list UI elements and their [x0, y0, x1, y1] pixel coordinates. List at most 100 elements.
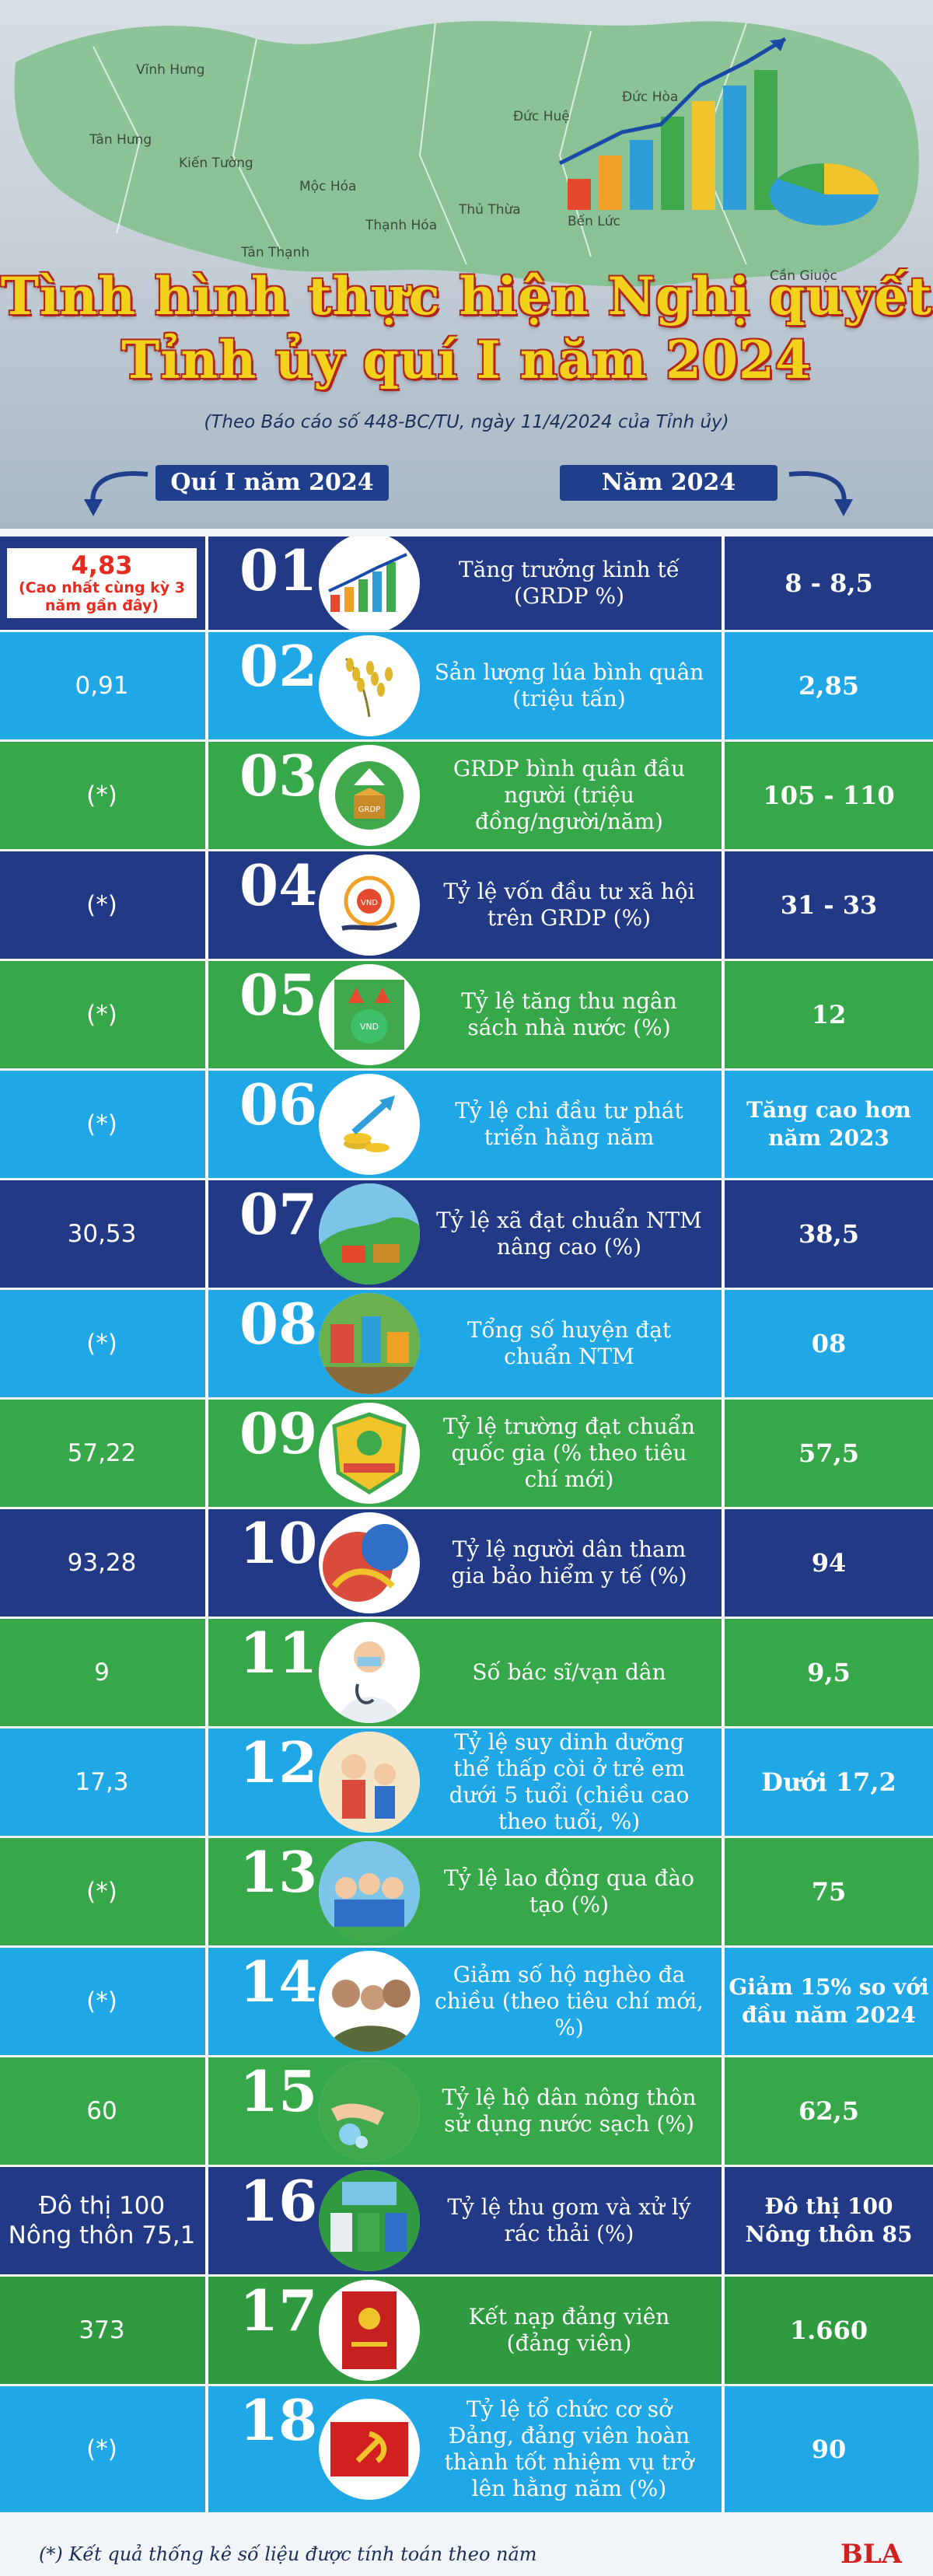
- indicator-cell: 05 VND Tỷ lệ tăng thu ngân sách nhà nước (…: [208, 961, 720, 1068]
- indicator-number: 10: [239, 1510, 318, 1576]
- indicator-number: 14: [239, 1949, 318, 2015]
- q1-value: (*): [0, 1071, 204, 1178]
- column-divider: [722, 2386, 725, 2512]
- indicator-row: 17,3 12 Tỷ lệ suy dinh dưỡng thể thấp còi …: [0, 1728, 933, 1836]
- indicator-label-text: Tỷ lệ tăng thu ngân sách nhà nước (%): [461, 988, 677, 1040]
- health-insurance-icon: [319, 1512, 420, 1613]
- target-2024-value: Dưới 17,2: [725, 1728, 933, 1836]
- indicator-label: Tỷ lệ vốn đầu tư xã hội trên GRDP (%): [434, 851, 704, 959]
- party-flag-icon: [319, 2399, 420, 2500]
- target-value-text: 38,5: [798, 1219, 859, 1249]
- svg-text:VND: VND: [361, 899, 378, 907]
- footnote: (*) Kết quả thống kê số liệu được tính t…: [39, 2543, 537, 2565]
- q1-value-text: (*): [86, 2435, 117, 2463]
- indicator-number: 16: [239, 2168, 318, 2234]
- indicator-label: Tỷ lệ hộ dân nông thôn sử dụng nước sạch…: [434, 2057, 704, 2165]
- school-badge-icon: [319, 1403, 420, 1504]
- indicator-label: Giảm số hộ nghèo đa chiều (theo tiêu chí…: [434, 1948, 704, 2055]
- indicator-label: Số bác sĩ/vạn dân: [434, 1619, 704, 1726]
- bar-chart-decoration: [558, 37, 879, 225]
- map-label: Mộc Hóa: [299, 179, 356, 194]
- q1-value-text: (*): [86, 1878, 117, 1906]
- q1-value: 93,28: [0, 1509, 204, 1617]
- target-value-text: Đô thị 100 Nông thôn 85: [745, 2193, 913, 2247]
- target-value-text: Dưới 17,2: [761, 1767, 896, 1797]
- indicator-label-text: Tỷ lệ trường đạt chuẩn quốc gia (% theo …: [443, 1414, 695, 1492]
- column-divider: [722, 1180, 725, 1288]
- indicator-number: 01: [239, 537, 318, 603]
- q1-value: (*): [0, 742, 204, 849]
- indicator-label-text: Số bác sĩ/vạn dân: [472, 1659, 666, 1685]
- indicator-cell: 14 Giảm số hộ nghèo đa chiều (theo tiêu c…: [208, 1948, 720, 2055]
- target-2024-value: 2,85: [725, 632, 933, 739]
- column-divider: [205, 1619, 208, 1726]
- page-title: Tình hình thực hiện Nghị quyết Tỉnh ủy q…: [0, 264, 933, 392]
- target-value-text: 62,5: [798, 2096, 859, 2126]
- column-divider: [205, 961, 208, 1068]
- indicator-label-text: Kết nạp đảng viên (đảng viên): [468, 2304, 670, 2356]
- target-2024-value: 57,5: [725, 1400, 933, 1507]
- indicator-cell: 18 Tỷ lệ tổ chức cơ sở Đảng, đảng viên ho…: [208, 2386, 720, 2512]
- target-value-text: 57,5: [798, 1438, 859, 1468]
- target-value-text: Giảm 15% so với đầu năm 2024: [729, 1974, 929, 2028]
- indicator-row: 0,91 02 Sản lượng lúa bình quân (triệu tấn…: [0, 632, 933, 739]
- q1-value: 30,53: [0, 1180, 204, 1288]
- svg-text:VND: VND: [360, 1022, 379, 1032]
- map-label: Đức Huệ: [513, 109, 570, 124]
- indicator-number: 07: [239, 1181, 318, 1247]
- map-label: Thủ Thừa: [458, 202, 521, 218]
- budget-bag-icon: VND: [319, 964, 420, 1065]
- indicator-cell: 16 Tỷ lệ thu gom và xử lý rác thải (%): [208, 2167, 720, 2274]
- q1-value: (*): [0, 1290, 204, 1397]
- district-icon: [319, 1293, 420, 1394]
- q1-value: 60: [0, 2057, 204, 2165]
- column-divider: [205, 1071, 208, 1178]
- indicator-number: 18: [239, 2387, 318, 2453]
- target-value-text: 1.660: [789, 2316, 868, 2345]
- indicator-label: Tỷ lệ trường đạt chuẩn quốc gia (% theo …: [434, 1400, 704, 1507]
- title-line-2: Tỉnh ủy quí I năm 2024: [121, 330, 812, 390]
- indicator-label: Tỷ lệ chi đầu tư phát triển hằng năm: [434, 1071, 704, 1178]
- indicator-cell: 13 Tỷ lệ lao động qua đào tạo (%): [208, 1838, 720, 1945]
- column-divider: [722, 851, 725, 959]
- column-header-quarter: Quí I năm 2024: [156, 465, 389, 501]
- q1-value: 57,22: [0, 1400, 204, 1507]
- q1-value: Đô thị 100 Nông thôn 75,1: [0, 2167, 204, 2274]
- q1-value-text: (*): [86, 1001, 117, 1029]
- indicator-label: Tăng trưởng kinh tế (GRDP %): [434, 537, 704, 630]
- indicator-number: 11: [239, 1620, 318, 1686]
- q1-value-text: 60: [86, 2097, 117, 2125]
- doctor-icon: [319, 1622, 420, 1723]
- growth-chart-icon: [319, 537, 420, 630]
- target-2024-value: Giảm 15% so với đầu năm 2024: [725, 1948, 933, 2055]
- map-label: Thạnh Hóa: [365, 218, 437, 233]
- q1-value-text: 93,28: [67, 1549, 137, 1577]
- indicator-label: Tỷ lệ thu gom và xử lý rác thải (%): [434, 2167, 704, 2274]
- target-value-text: 90: [811, 2434, 847, 2464]
- target-2024-value: 62,5: [725, 2057, 933, 2165]
- column-divider: [722, 1948, 725, 2055]
- indicator-label: GRDP bình quân đầu người (triệu đồng/ngư…: [434, 742, 704, 849]
- column-divider: [205, 1290, 208, 1397]
- indicator-row: Đô thị 100 Nông thôn 75,1 16 Tỷ lệ thu gom…: [0, 2167, 933, 2274]
- q1-value: (*): [0, 1948, 204, 2055]
- province-map: Vĩnh Hưng Tân Hưng Kiến Tường Mộc Hóa Tâ…: [14, 21, 919, 287]
- q1-value-text: 0,91: [75, 672, 129, 700]
- village-icon: [319, 1183, 420, 1285]
- q1-value-text: (*): [86, 1110, 117, 1138]
- indicator-label: Tỷ lệ xã đạt chuẩn NTM nâng cao (%): [434, 1180, 704, 1288]
- indicator-cell: 02 Sản lượng lúa bình quân (triệu tấn): [208, 632, 720, 739]
- indicator-cell: 10 Tỷ lệ người dân tham gia bảo hiểm y tế…: [208, 1509, 720, 1617]
- indicator-label-text: Tăng trưởng kinh tế (GRDP %): [459, 557, 680, 609]
- indicator-row: (*) 18 Tỷ lệ tổ chức cơ sở Đảng, đảng viên…: [0, 2386, 933, 2512]
- column-divider: [722, 961, 725, 1068]
- target-value-text: Tăng cao hơn năm 2023: [746, 1097, 911, 1151]
- column-divider: [205, 1180, 208, 1288]
- indicator-label-text: Tổng số huyện đạt chuẩn NTM: [466, 1317, 672, 1369]
- target-value-text: 31 - 33: [780, 890, 878, 920]
- target-value-text: 9,5: [807, 1658, 851, 1687]
- q1-value-text: 17,3: [75, 1768, 129, 1796]
- indicator-row: (*) 13 Tỷ lệ lao động qua đào tạo (%) 75: [0, 1838, 933, 1945]
- column-divider: [205, 2057, 208, 2165]
- indicator-label-text: Tỷ lệ thu gom và xử lý rác thải (%): [447, 2194, 691, 2246]
